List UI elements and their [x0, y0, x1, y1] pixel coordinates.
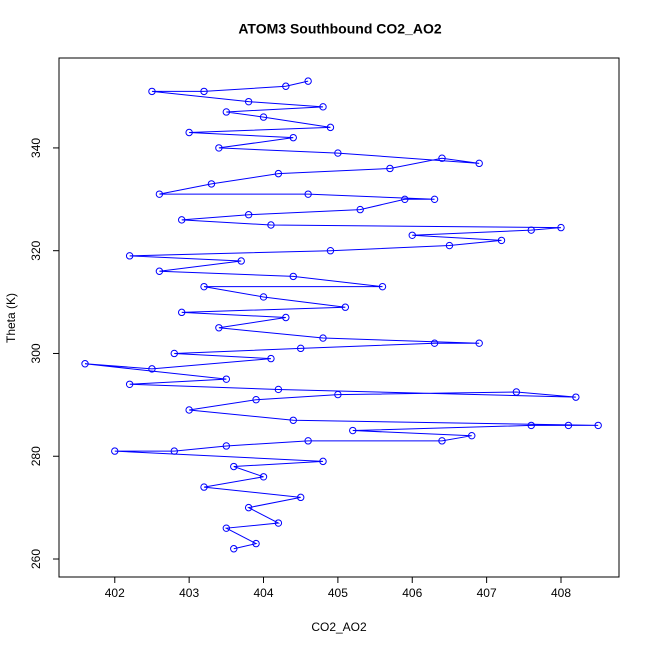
point	[222, 524, 231, 532]
point	[475, 339, 483, 347]
point	[430, 195, 439, 204]
point	[244, 503, 253, 512]
point	[125, 380, 134, 389]
point	[274, 519, 283, 527]
point	[207, 180, 216, 188]
point	[267, 354, 275, 363]
point	[170, 447, 178, 455]
y-axis-label: Theta (K)	[4, 293, 18, 343]
point	[319, 103, 327, 111]
point	[527, 226, 535, 234]
point	[178, 308, 186, 317]
point	[289, 416, 297, 424]
point	[237, 257, 245, 265]
point	[356, 205, 364, 214]
point	[259, 113, 268, 121]
point	[244, 97, 253, 106]
point	[304, 437, 312, 445]
point	[296, 344, 305, 353]
point	[438, 154, 446, 162]
point	[319, 334, 327, 342]
point	[572, 393, 580, 401]
point	[148, 87, 156, 96]
x-tick-label: 403	[179, 586, 199, 600]
x-tick-label: 404	[253, 586, 273, 600]
point	[259, 293, 268, 301]
x-tick-label: 407	[477, 586, 497, 600]
point	[222, 442, 231, 450]
point	[475, 159, 483, 168]
point	[378, 282, 387, 291]
point	[222, 375, 231, 383]
point	[215, 144, 223, 152]
point	[230, 462, 238, 471]
x-tick-label: 402	[105, 586, 125, 600]
point	[512, 388, 521, 396]
point	[148, 365, 156, 373]
point	[185, 406, 193, 414]
point	[341, 303, 350, 311]
plot-frame	[58, 57, 620, 578]
point	[200, 87, 208, 96]
point	[386, 164, 394, 173]
point	[185, 128, 193, 137]
point	[289, 272, 297, 281]
y-tick-label: 260	[29, 549, 43, 569]
series-line	[84, 80, 599, 550]
point	[527, 421, 535, 430]
point	[319, 457, 327, 466]
point	[244, 211, 253, 219]
point	[222, 108, 231, 116]
point	[170, 349, 178, 358]
point	[267, 221, 275, 229]
point	[445, 241, 454, 250]
y-tick-label: 300	[29, 343, 43, 363]
point	[289, 133, 297, 142]
y-tick-label: 340	[29, 138, 43, 158]
point	[326, 123, 335, 132]
point	[200, 282, 208, 291]
x-tick-label: 406	[402, 586, 422, 600]
point	[401, 195, 409, 204]
point	[259, 473, 268, 481]
point	[111, 447, 119, 455]
point	[430, 339, 439, 347]
point	[155, 267, 164, 275]
x-tick-label: 405	[328, 586, 348, 600]
point	[349, 426, 357, 435]
y-tick-label: 320	[29, 240, 43, 260]
point	[274, 169, 283, 178]
point	[230, 545, 238, 553]
point	[252, 396, 260, 404]
point	[564, 421, 573, 430]
point	[178, 216, 186, 224]
point	[252, 539, 260, 548]
chart-title: ATOM3 Southbound CO2_AO2	[238, 21, 441, 37]
point	[326, 246, 335, 255]
y-tick-label: 280	[29, 446, 43, 466]
point	[408, 231, 416, 239]
point	[296, 493, 305, 502]
point	[282, 313, 290, 322]
x-tick-label: 408	[551, 586, 571, 600]
point	[200, 483, 208, 491]
point	[304, 77, 312, 85]
point	[438, 437, 446, 445]
point	[557, 223, 565, 232]
point	[125, 252, 134, 260]
point	[81, 360, 89, 368]
point	[334, 390, 342, 399]
point	[155, 190, 164, 198]
point	[282, 82, 290, 90]
point	[334, 149, 342, 157]
point	[468, 431, 476, 440]
point	[274, 385, 283, 394]
point	[497, 236, 506, 245]
x-axis-label: CO2_AO2	[311, 620, 367, 634]
point	[594, 421, 602, 430]
point	[215, 324, 223, 332]
point	[304, 190, 312, 198]
